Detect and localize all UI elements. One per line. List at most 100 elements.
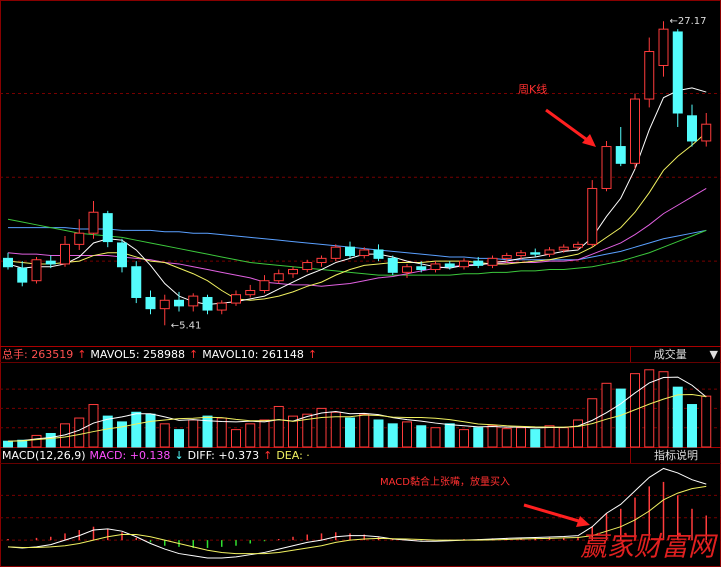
candle-body [615, 146, 626, 164]
volume-bar [159, 423, 170, 448]
legend-item: DIFF: +0.373 [187, 449, 260, 462]
volume-bar [74, 417, 85, 448]
candle-body [302, 262, 313, 271]
candle-body [216, 302, 227, 311]
volume-bar [672, 386, 683, 448]
candle-body [430, 263, 441, 271]
indicator-name[interactable]: 成交量 [653, 348, 687, 361]
label-value: 27.17 [678, 16, 707, 27]
legend-item: ↑ [189, 348, 199, 361]
volume-bar [302, 413, 313, 448]
candle-body [74, 232, 85, 245]
indicator-line [7, 467, 707, 559]
candle-body [444, 263, 455, 268]
volume-bar [516, 427, 526, 448]
indicator-name[interactable]: 指标说明 [654, 449, 698, 462]
candle-body [45, 260, 56, 265]
legend-item: ↑ [307, 348, 318, 361]
volume-bar [188, 419, 199, 448]
candle-body [501, 255, 512, 259]
candle-body [672, 31, 683, 114]
volume-bar [687, 404, 697, 448]
volume-bar [216, 417, 227, 448]
arrow-head [576, 516, 590, 527]
candle-body [701, 123, 712, 142]
volume-bar [145, 413, 156, 448]
annotation: MACD黏合上张嘴，放量买入 [380, 475, 510, 488]
candle-body [345, 246, 355, 257]
legend-item: MACD(12,26,9) [2, 449, 86, 462]
volume-bar [330, 411, 341, 448]
dropdown-icon[interactable]: ▼ [709, 348, 718, 361]
candle-body [3, 257, 13, 268]
volume-bar [131, 411, 142, 448]
volume-bar [430, 427, 441, 448]
candle-body [202, 296, 213, 311]
legend-item: MAVOL10: 261148 [202, 348, 304, 361]
volume-bar [701, 395, 712, 448]
volume-bar [45, 432, 56, 448]
indicator-select[interactable]: 成交量 ▼ [630, 347, 721, 362]
candle-body [245, 289, 256, 296]
arrow [545, 108, 591, 144]
candle-body [516, 252, 526, 257]
volume-bar [31, 434, 42, 448]
volume-bar [416, 425, 427, 448]
candle-body [416, 266, 427, 271]
volume-bar [345, 417, 355, 448]
candle-body [544, 249, 555, 255]
volume-bar [530, 429, 541, 448]
price-label: ←5.41 [171, 320, 202, 331]
candle-body [558, 246, 569, 251]
candle-body [658, 28, 669, 66]
candle-body [288, 269, 298, 275]
candle-body [487, 257, 498, 266]
volume-bar [487, 425, 498, 448]
legend-item: 总手: 263519 [2, 348, 74, 361]
price-label: ←27.17 [670, 16, 707, 27]
label-arrow: ← [171, 320, 179, 331]
candle-body [573, 243, 583, 248]
volume-bar [174, 429, 184, 448]
indicator-line [7, 485, 707, 555]
volume-bar [245, 423, 256, 448]
macd-legend: MACD(12,26,9) MACD: +0.138 ↓ DIFF: +0.373 ↑ D… [2, 448, 314, 463]
label-arrow: ← [670, 16, 678, 27]
annotation: 周K线 [518, 82, 547, 96]
candle-body [359, 249, 370, 257]
indicator-line [7, 393, 707, 442]
legend-item: DEA: · [276, 449, 310, 462]
candle-body [402, 266, 412, 273]
candle-body [188, 295, 199, 307]
volume-bar [644, 369, 655, 448]
candle-body [231, 294, 241, 304]
candle-body [174, 299, 184, 307]
candle-body [601, 146, 612, 189]
volume-bar [658, 371, 669, 448]
indicator-line [7, 87, 707, 305]
candle-body [687, 115, 697, 142]
label-value: 5.41 [179, 320, 201, 331]
candle-body [145, 296, 156, 310]
candle-body [273, 273, 284, 282]
volume-bar [288, 415, 298, 448]
indicator-line [7, 376, 707, 442]
volume-bar [459, 429, 469, 448]
volume-bar [202, 415, 213, 448]
indicator-help[interactable]: 指标说明 [630, 448, 721, 463]
volume-bar [3, 440, 13, 448]
volume-bar [558, 427, 569, 448]
arrow [523, 503, 583, 524]
volume-bar [88, 404, 99, 448]
plot-area: ←27.17←5.41 [0, 16, 721, 559]
volume-bar [387, 423, 398, 448]
volume-bar [473, 427, 484, 448]
volume-bar [402, 421, 412, 448]
volume-bar [373, 419, 384, 448]
candle-body [630, 98, 640, 164]
candle-body [117, 242, 127, 268]
volume-bar [259, 419, 270, 448]
